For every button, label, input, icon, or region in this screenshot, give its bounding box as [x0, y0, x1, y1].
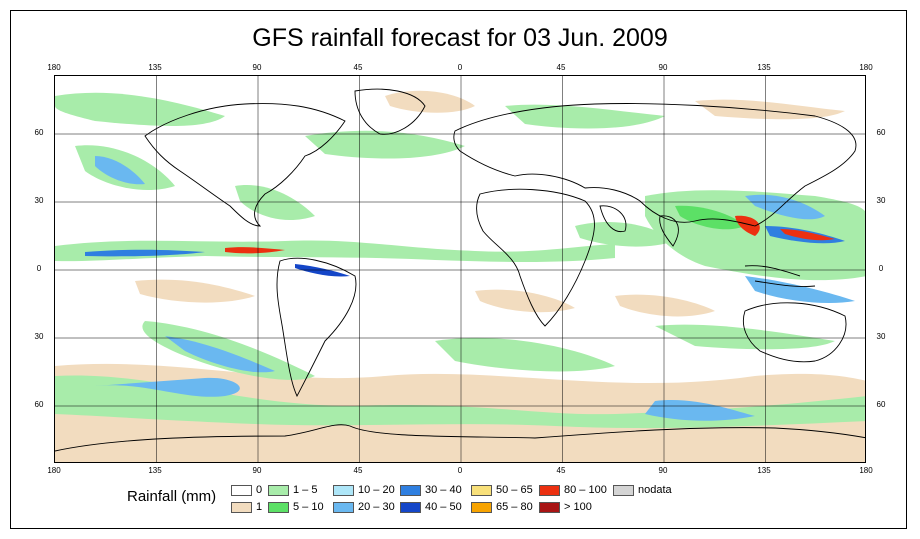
- legend-swatch: [471, 502, 492, 513]
- lon-tick-bottom: 90: [252, 466, 262, 475]
- legend-item-label: 5 – 10: [293, 501, 324, 513]
- lon-tick-top: 180: [47, 63, 61, 72]
- lon-tick-bottom: 135: [148, 466, 162, 475]
- lon-tick-bottom: 45: [556, 466, 566, 475]
- lon-tick-top: 90: [252, 63, 262, 72]
- legend-swatch: [333, 485, 354, 496]
- lon-tick-top: 135: [757, 63, 771, 72]
- lat-tick-right: 30: [876, 332, 886, 341]
- lat-tick-right: 30: [876, 196, 886, 205]
- legend-item-label: 10 – 20: [358, 484, 395, 496]
- coastlines: [55, 88, 865, 452]
- legend-swatch: [268, 502, 289, 513]
- lon-tick-top: 45: [556, 63, 566, 72]
- graticule: [55, 76, 865, 462]
- legend-item-label: 20 – 30: [358, 501, 395, 513]
- lon-tick-bottom: 180: [859, 466, 873, 475]
- legend-swatch: [613, 485, 634, 496]
- lat-tick-left: 60: [34, 128, 44, 137]
- legend-item-label: 0: [256, 484, 263, 496]
- lon-tick-bottom: 0: [457, 466, 463, 475]
- lon-tick-bottom: 45: [353, 466, 363, 475]
- lat-tick-left: 30: [34, 332, 44, 341]
- legend-swatch: [333, 502, 354, 513]
- legend-item-label: 1 – 5: [293, 484, 318, 496]
- lon-tick-bottom: 90: [658, 466, 668, 475]
- map-canvas: [55, 76, 865, 462]
- legend-item-label: 65 – 80: [496, 501, 533, 513]
- rainfall-map[interactable]: [54, 75, 866, 463]
- legend-swatch: [471, 485, 492, 496]
- legend-swatch: [231, 502, 252, 513]
- legend-title: Rainfall (mm): [127, 488, 217, 505]
- lat-tick-right: 60: [876, 128, 886, 137]
- rain-fields: [55, 90, 865, 462]
- lon-tick-bottom: 180: [47, 466, 61, 475]
- legend-swatch: [268, 485, 289, 496]
- legend-swatch: [400, 485, 421, 496]
- legend-item-label: 80 – 100: [564, 484, 607, 496]
- lon-tick-top: 180: [859, 63, 873, 72]
- legend-item-label: nodata: [638, 484, 672, 496]
- legend-item-label: 40 – 50: [425, 501, 462, 513]
- lon-tick-top: 45: [353, 63, 363, 72]
- legend-swatch: [400, 502, 421, 513]
- lon-tick-top: 90: [658, 63, 668, 72]
- legend-swatch: [539, 502, 560, 513]
- legend-item-label: 50 – 65: [496, 484, 533, 496]
- lat-tick-right: 60: [876, 400, 886, 409]
- lat-tick-left: 30: [34, 196, 44, 205]
- legend-item-label: 30 – 40: [425, 484, 462, 496]
- figure-frame: [10, 10, 907, 529]
- legend-swatch: [231, 485, 252, 496]
- legend-swatch: [539, 485, 560, 496]
- lon-tick-bottom: 135: [757, 466, 771, 475]
- map-title: GFS rainfall forecast for 03 Jun. 2009: [252, 24, 668, 52]
- lat-tick-left: 0: [36, 264, 42, 273]
- lon-tick-top: 0: [457, 63, 463, 72]
- lat-tick-left: 60: [34, 400, 44, 409]
- legend-item-label: > 100: [564, 501, 592, 513]
- lon-tick-top: 135: [148, 63, 162, 72]
- legend-item-label: 1: [256, 501, 263, 513]
- lat-tick-right: 0: [878, 264, 884, 273]
